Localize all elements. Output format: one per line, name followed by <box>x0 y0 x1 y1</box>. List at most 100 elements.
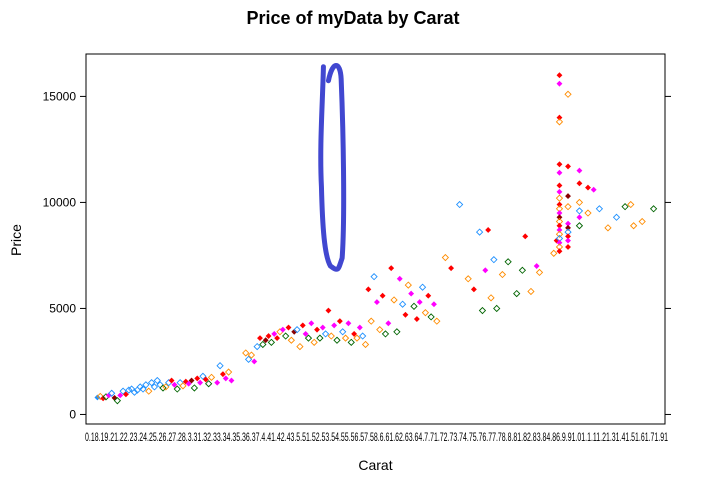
data-point <box>308 320 315 327</box>
data-point <box>398 300 407 308</box>
data-point <box>396 275 403 282</box>
y-tick-label: 15000 <box>43 89 77 103</box>
data-point <box>356 324 363 331</box>
data-point <box>279 326 286 333</box>
data-point <box>595 205 604 213</box>
data-point <box>139 385 147 393</box>
data-point <box>464 275 472 283</box>
data-point <box>431 301 437 308</box>
data-point <box>285 324 292 331</box>
chart-title: Price of myData by Carat <box>246 8 460 28</box>
data-point <box>219 371 226 378</box>
data-point <box>649 205 658 213</box>
data-point <box>242 349 250 357</box>
data-point <box>100 395 107 402</box>
data-point <box>113 397 122 405</box>
data-point <box>629 222 638 230</box>
data-point <box>310 338 318 347</box>
data-point <box>304 334 313 342</box>
data-point <box>638 217 646 226</box>
data-point <box>299 322 306 329</box>
data-point <box>325 307 332 314</box>
data-point <box>125 386 133 394</box>
data-point <box>627 200 635 209</box>
axes-layer: 0 5000 10000 15000 <box>43 53 671 425</box>
data-point <box>556 248 563 255</box>
data-point <box>556 114 563 121</box>
data-point <box>418 283 427 291</box>
data-point <box>224 368 233 376</box>
data-point <box>393 328 401 336</box>
data-point <box>168 377 175 384</box>
data-point <box>127 385 136 393</box>
data-point <box>244 355 253 363</box>
data-point <box>321 330 330 338</box>
data-point <box>556 201 563 208</box>
data-point <box>556 227 563 233</box>
data-point <box>122 391 129 398</box>
data-point <box>621 203 629 211</box>
data-point <box>287 336 295 344</box>
data-point <box>282 332 290 340</box>
data-point <box>550 249 558 257</box>
data-point <box>575 198 584 207</box>
data-point <box>267 338 276 347</box>
data-point <box>176 379 184 387</box>
data-point <box>565 224 571 231</box>
x-axis-label: Carat <box>358 457 393 473</box>
data-point <box>147 379 156 387</box>
data-point <box>565 193 571 199</box>
data-point <box>556 214 563 221</box>
data-point <box>373 299 380 306</box>
data-point <box>194 375 201 382</box>
data-point <box>402 311 409 318</box>
data-point <box>376 326 384 334</box>
data-point <box>228 377 235 384</box>
data-point <box>345 320 352 327</box>
data-point <box>410 302 418 310</box>
data-point <box>585 184 591 191</box>
data-point <box>359 332 367 340</box>
data-point <box>185 380 192 387</box>
data-point <box>485 227 492 233</box>
data-point <box>347 338 355 347</box>
data-point <box>265 333 272 339</box>
data-point <box>522 233 529 240</box>
y-tick-label: 0 <box>69 407 76 421</box>
data-point <box>336 318 343 325</box>
data-point <box>425 292 432 299</box>
data-point <box>365 286 372 293</box>
data-point <box>190 384 199 392</box>
y-tick-label: 5000 <box>49 301 76 315</box>
data-point <box>182 378 189 385</box>
data-point <box>556 182 563 189</box>
data-point <box>381 330 390 338</box>
data-point <box>216 362 224 370</box>
data-point <box>136 383 144 391</box>
data-point <box>576 214 583 221</box>
data-point <box>612 213 621 221</box>
data-point <box>316 334 324 342</box>
points-layer <box>94 72 658 405</box>
data-point <box>404 281 412 289</box>
data-point <box>259 340 267 349</box>
data-point <box>408 290 415 297</box>
data-point <box>327 332 335 340</box>
data-point <box>214 379 221 386</box>
data-point <box>247 351 256 359</box>
data-point <box>222 375 229 382</box>
data-point <box>487 294 495 302</box>
data-point <box>421 309 430 317</box>
data-point <box>171 381 178 388</box>
data-point <box>433 317 441 325</box>
data-point <box>555 118 564 126</box>
data-point <box>456 200 464 209</box>
data-point <box>293 326 301 334</box>
y-tick-label: 10000 <box>43 195 77 209</box>
data-point <box>202 376 209 383</box>
data-point <box>179 382 187 390</box>
data-point <box>556 239 563 246</box>
data-point <box>513 289 521 298</box>
data-point <box>319 324 326 331</box>
data-point <box>370 272 378 281</box>
